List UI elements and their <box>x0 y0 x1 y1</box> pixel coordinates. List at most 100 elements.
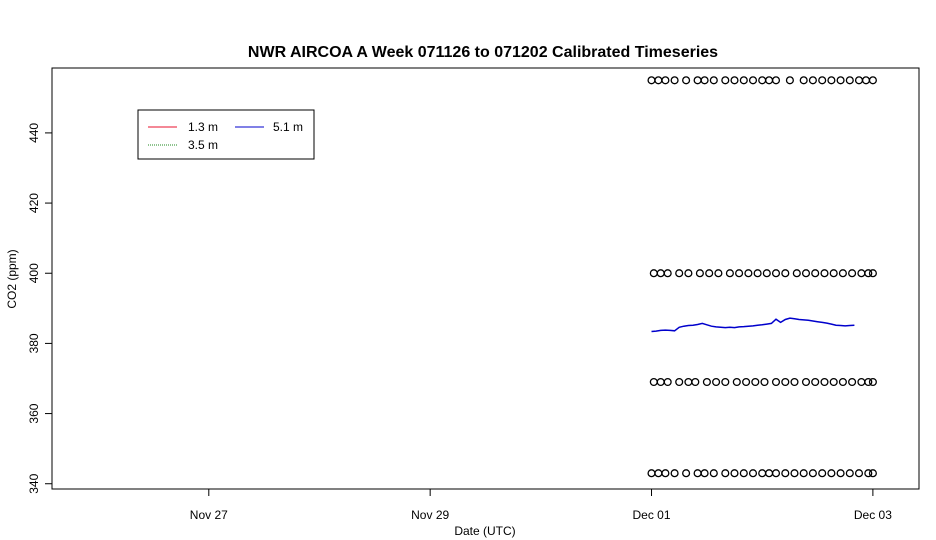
data-point <box>739 76 748 85</box>
data-point <box>811 269 820 278</box>
data-point <box>771 377 781 387</box>
legend-label-5-1m: 5.1 m <box>273 120 303 134</box>
data-point <box>765 469 774 478</box>
data-point <box>656 377 665 387</box>
data-point <box>799 76 808 85</box>
data-point <box>744 269 753 278</box>
data-point <box>854 469 864 478</box>
y-axis-label: CO2 (ppm) <box>5 249 19 308</box>
data-point <box>709 76 718 85</box>
data-point <box>684 377 693 387</box>
line-series <box>651 317 855 333</box>
data-point <box>739 469 748 478</box>
data-point <box>732 377 741 387</box>
y-tick-label: 420 <box>27 193 41 213</box>
data-point <box>854 76 864 85</box>
data-point <box>861 76 871 85</box>
data-point <box>661 469 670 478</box>
marker-series <box>647 76 877 478</box>
data-point <box>771 76 781 85</box>
data-point <box>742 377 751 387</box>
data-point <box>836 76 845 85</box>
data-point <box>799 469 808 478</box>
data-point <box>801 269 811 278</box>
data-point <box>864 377 873 387</box>
y-tick-label: 380 <box>27 333 41 353</box>
chart-title: NWR AIRCOA A Week 071126 to 071202 Calib… <box>248 44 718 61</box>
data-point <box>758 76 767 85</box>
data-point <box>857 269 866 278</box>
data-point <box>675 377 684 387</box>
data-point <box>781 469 790 478</box>
data-point <box>663 269 672 278</box>
y-tick-label: 340 <box>27 473 41 493</box>
data-point <box>725 269 734 278</box>
data-point <box>753 269 762 278</box>
data-point <box>811 377 820 387</box>
data-point <box>868 269 877 278</box>
data-point <box>649 269 658 278</box>
data-point <box>827 469 836 478</box>
x-tick-label: Dec 01 <box>633 508 671 522</box>
data-point <box>661 76 670 85</box>
data-point <box>712 377 721 387</box>
data-point <box>695 269 704 278</box>
data-point <box>857 377 866 387</box>
data-point <box>781 377 790 387</box>
data-point <box>714 269 723 278</box>
data-point <box>790 469 799 478</box>
data-point <box>700 469 709 478</box>
data-point <box>868 377 877 387</box>
plot-frame <box>51 67 920 490</box>
y-tick-label: 360 <box>27 403 41 423</box>
data-point <box>808 469 817 478</box>
data-point <box>705 269 714 278</box>
data-point <box>735 269 744 278</box>
data-point <box>693 76 702 85</box>
data-point <box>771 469 781 478</box>
data-point <box>748 76 758 85</box>
data-point <box>702 377 711 387</box>
data-point <box>760 377 769 387</box>
data-point <box>670 76 679 85</box>
data-point <box>654 76 663 85</box>
data-point <box>820 269 829 278</box>
data-point <box>838 377 847 387</box>
data-point <box>721 76 730 85</box>
legend-label-1-3m: 1.3 m <box>188 120 218 134</box>
data-point <box>820 377 829 387</box>
data-point <box>790 377 799 387</box>
data-point <box>848 377 857 387</box>
data-point <box>762 269 771 278</box>
series-line-5-1m <box>651 317 855 333</box>
data-point <box>656 269 665 278</box>
x-tick-label: Dec 03 <box>854 508 892 522</box>
data-point <box>868 76 877 85</box>
x-tick-label: Nov 29 <box>411 508 449 522</box>
data-point <box>693 469 702 478</box>
data-point <box>836 469 845 478</box>
data-point <box>730 469 739 478</box>
data-point <box>691 377 700 387</box>
data-point <box>700 76 709 85</box>
data-point <box>792 269 801 278</box>
data-point <box>709 469 718 478</box>
data-point <box>663 377 672 387</box>
data-point <box>829 269 838 278</box>
data-point <box>748 469 758 478</box>
data-point <box>771 269 781 278</box>
data-point <box>647 76 656 85</box>
data-point <box>808 76 817 85</box>
x-tick-label: Nov 27 <box>190 508 228 522</box>
data-point <box>845 469 854 478</box>
y-axis: 340 360 380 400 420 440 <box>27 123 52 494</box>
data-point <box>848 269 857 278</box>
data-point <box>829 377 838 387</box>
data-point <box>721 469 730 478</box>
data-point <box>670 469 679 478</box>
data-point <box>647 469 656 478</box>
data-point <box>654 469 663 478</box>
data-point <box>675 269 684 278</box>
data-point <box>721 377 730 387</box>
